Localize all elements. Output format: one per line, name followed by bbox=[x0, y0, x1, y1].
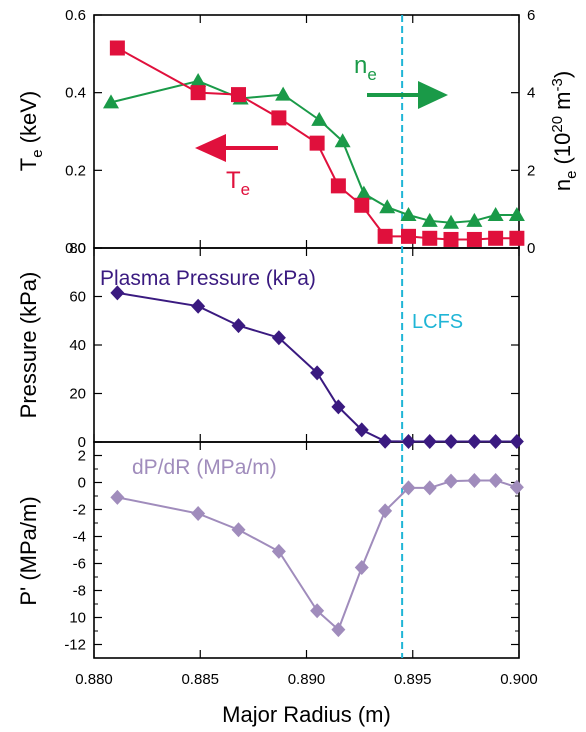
x-tick-label: 0.895 bbox=[394, 671, 432, 688]
data-point bbox=[330, 178, 346, 194]
y-axis-label-left: Te (keV) bbox=[16, 91, 46, 171]
y-tick-label-right: 0 bbox=[527, 240, 535, 257]
data-point bbox=[191, 506, 206, 522]
data-point bbox=[190, 85, 206, 101]
data-point bbox=[354, 560, 369, 576]
data-point bbox=[331, 622, 346, 638]
ne-arrow-label: ne bbox=[354, 52, 377, 84]
data-point bbox=[401, 480, 416, 496]
y-axis-label-right: ne (1020 m-3) bbox=[549, 71, 580, 191]
data-point bbox=[400, 206, 417, 221]
data-point bbox=[466, 212, 483, 227]
data-point bbox=[110, 285, 125, 301]
y-tick-label: 60 bbox=[69, 289, 86, 306]
data-point bbox=[271, 110, 287, 126]
data-point bbox=[444, 434, 458, 450]
y-tick-label-right: 2 bbox=[527, 162, 535, 179]
data-point bbox=[488, 434, 503, 450]
y-tick-label-left: 0.6 bbox=[65, 7, 86, 24]
data-point bbox=[378, 503, 393, 519]
data-point bbox=[271, 330, 286, 346]
data-point bbox=[309, 135, 325, 151]
x-tick-label: 0.885 bbox=[181, 671, 219, 688]
data-point bbox=[467, 434, 482, 450]
lcfs-label: LCFS bbox=[412, 311, 463, 333]
te-arrow-label: Te bbox=[226, 167, 250, 199]
y-tick-label: 0 bbox=[78, 475, 86, 492]
x-axis-label: Major Radius (m) bbox=[222, 702, 391, 727]
y-tick-label: 40 bbox=[69, 337, 86, 354]
y-tick-label: 80 bbox=[69, 240, 86, 257]
y-tick-label-left: 0.4 bbox=[65, 85, 86, 102]
data-point bbox=[378, 433, 393, 449]
data-point bbox=[467, 472, 482, 488]
data-point bbox=[354, 197, 370, 213]
dpdr-series-label: dP/dR (MPa/m) bbox=[132, 456, 277, 479]
x-tick-label: 0.890 bbox=[288, 671, 326, 688]
data-point bbox=[466, 231, 482, 247]
y-tick-label-left: 0.0 bbox=[65, 240, 86, 257]
data-point bbox=[103, 94, 119, 109]
ne-series-line bbox=[110, 79, 517, 224]
te-arrow-head bbox=[195, 134, 226, 162]
data-point bbox=[275, 86, 292, 101]
text-layer: 0.880 0.885 0.890 0.895 0.900 Major Radius (m… bbox=[16, 7, 580, 727]
y-tick-label-right: 4 bbox=[527, 85, 535, 102]
data-point bbox=[443, 231, 459, 247]
x-tick-label: 0.900 bbox=[500, 671, 538, 688]
data-point bbox=[443, 214, 459, 229]
y-tick-label-right: 6 bbox=[527, 7, 535, 24]
y-tick-label: -8 bbox=[73, 583, 86, 600]
data-point bbox=[444, 473, 458, 489]
data-point bbox=[509, 230, 525, 246]
panel-frame-top bbox=[93, 14, 520, 249]
data-point bbox=[191, 298, 206, 314]
x-tick-label: 0.880 bbox=[75, 671, 113, 688]
data-point bbox=[488, 472, 503, 488]
data-point bbox=[271, 543, 286, 559]
data-point bbox=[487, 206, 504, 221]
data-point bbox=[509, 479, 524, 495]
data-point bbox=[331, 399, 346, 415]
data-point bbox=[508, 206, 525, 221]
y-tick-label: 20 bbox=[69, 386, 86, 403]
data-point bbox=[310, 365, 325, 381]
y-tick-label: 0 bbox=[78, 434, 86, 451]
data-point bbox=[231, 318, 246, 334]
y-tick-label: 10 bbox=[69, 610, 86, 627]
y-tick-label: -6 bbox=[73, 556, 86, 573]
ne-arrow-head bbox=[418, 81, 448, 109]
data-point bbox=[422, 434, 437, 450]
y-axis-label-bottom: P' (MPa/m) bbox=[16, 496, 41, 605]
data-point bbox=[190, 73, 207, 88]
data-point bbox=[422, 480, 437, 496]
y-tick-label: -4 bbox=[73, 529, 86, 546]
data-point bbox=[377, 228, 393, 244]
data-point bbox=[231, 522, 246, 538]
data-point bbox=[310, 603, 325, 619]
data-point bbox=[401, 434, 416, 450]
pressure-series-label: Plasma Pressure (kPa) bbox=[100, 267, 316, 290]
data-point bbox=[311, 111, 328, 126]
y-tick-label-left: 0.2 bbox=[65, 162, 86, 179]
data-point bbox=[110, 489, 125, 505]
data-point bbox=[421, 212, 438, 227]
data-point bbox=[231, 87, 246, 103]
data-point bbox=[422, 230, 438, 246]
data-point bbox=[379, 199, 396, 214]
data-point bbox=[401, 228, 416, 244]
y-tick-label: 2 bbox=[78, 448, 86, 465]
data-point bbox=[354, 422, 369, 438]
y-tick-label: -2 bbox=[73, 502, 86, 519]
data-point bbox=[109, 40, 125, 56]
data-point bbox=[334, 133, 351, 148]
data-point bbox=[355, 185, 372, 200]
y-tick-label: -12 bbox=[64, 637, 86, 654]
data-point bbox=[488, 230, 504, 246]
y-axis-label-middle: Pressure (kPa) bbox=[16, 272, 41, 419]
data-point bbox=[509, 434, 524, 450]
data-layer bbox=[103, 40, 525, 638]
